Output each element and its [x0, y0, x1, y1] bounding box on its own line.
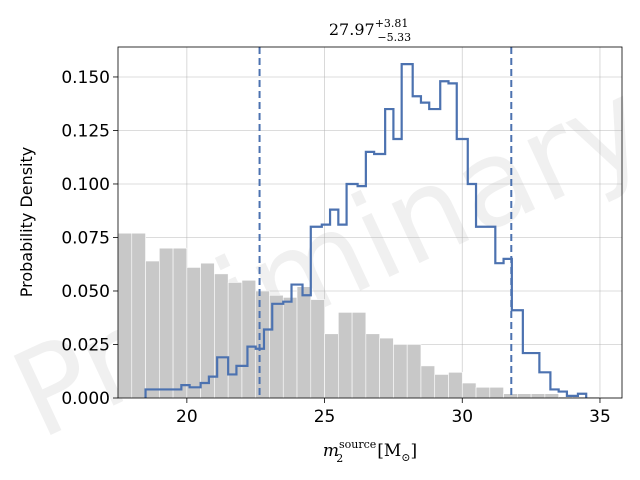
prior-bar [489, 386, 504, 399]
x-label-unit-subscript: ⊙ [401, 451, 410, 464]
prior-bar [282, 297, 298, 399]
quantile-lines [258, 47, 513, 398]
y-tick-label: 0.075 [61, 228, 110, 248]
prior-bar [475, 386, 491, 399]
prior-bar [351, 312, 367, 399]
grid [118, 47, 622, 399]
prior-bar [131, 232, 146, 399]
x-tick-label: 35 [589, 407, 611, 427]
prior-bar [186, 267, 201, 399]
y-tick-label: 0.100 [61, 175, 110, 195]
title-upper-error: +3.81 [375, 17, 409, 30]
prior-bar [434, 374, 449, 399]
prior-bar [365, 333, 380, 399]
prior-bar [517, 393, 532, 399]
plot-area-frame [117, 46, 623, 399]
prior-bar [461, 382, 477, 399]
y-tick-label: 0.025 [61, 335, 110, 355]
prior-bar [420, 365, 436, 399]
y-axis-label: Probability Density [17, 147, 36, 298]
prior-bar [544, 393, 559, 399]
x-label-unit-close: ] [411, 441, 418, 461]
chart-title: 27.97+3.81 −5.33 [329, 17, 411, 44]
y-tick-label: 0.000 [61, 389, 110, 409]
x-tick-label: 30 [451, 407, 473, 427]
prior-bar [393, 344, 408, 399]
prior-bar [145, 260, 160, 399]
prior-bar [214, 273, 229, 399]
prior-bar [448, 372, 463, 399]
prior-bar [227, 282, 243, 399]
prior-bar [241, 279, 257, 399]
axis-ticks: 20 25 30 35 0.000 0.025 0.050 0.075 0.100 0.125 0.… [61, 68, 610, 427]
x-axis-label: msource 2 [M⊙] [323, 438, 417, 465]
x-label-unit: [M [377, 441, 401, 461]
title-value: 27.97 [329, 20, 375, 39]
prior-bar [338, 312, 353, 399]
prior-bar [172, 247, 188, 399]
y-tick-label: 0.050 [61, 282, 110, 302]
prior-bar [296, 286, 312, 399]
prior-bar [530, 393, 546, 399]
x-label-superscript: source [339, 438, 376, 451]
prior-bar [310, 299, 325, 399]
prior-bar [200, 262, 215, 399]
prior-bar [379, 337, 394, 399]
y-tick-label: 0.150 [61, 68, 110, 88]
prior-bar [159, 247, 174, 399]
x-label-symbol: m [323, 441, 339, 461]
prior-bar [117, 232, 133, 399]
x-tick-label: 20 [176, 407, 198, 427]
x-tick-label: 25 [314, 407, 336, 427]
x-label-subscript: 2 [336, 452, 343, 465]
prior-bar [324, 333, 339, 399]
prior-bar [406, 344, 422, 399]
y-tick-label: 0.125 [61, 121, 110, 141]
prior-bar [255, 290, 270, 399]
title-lower-error: −5.33 [377, 31, 411, 44]
